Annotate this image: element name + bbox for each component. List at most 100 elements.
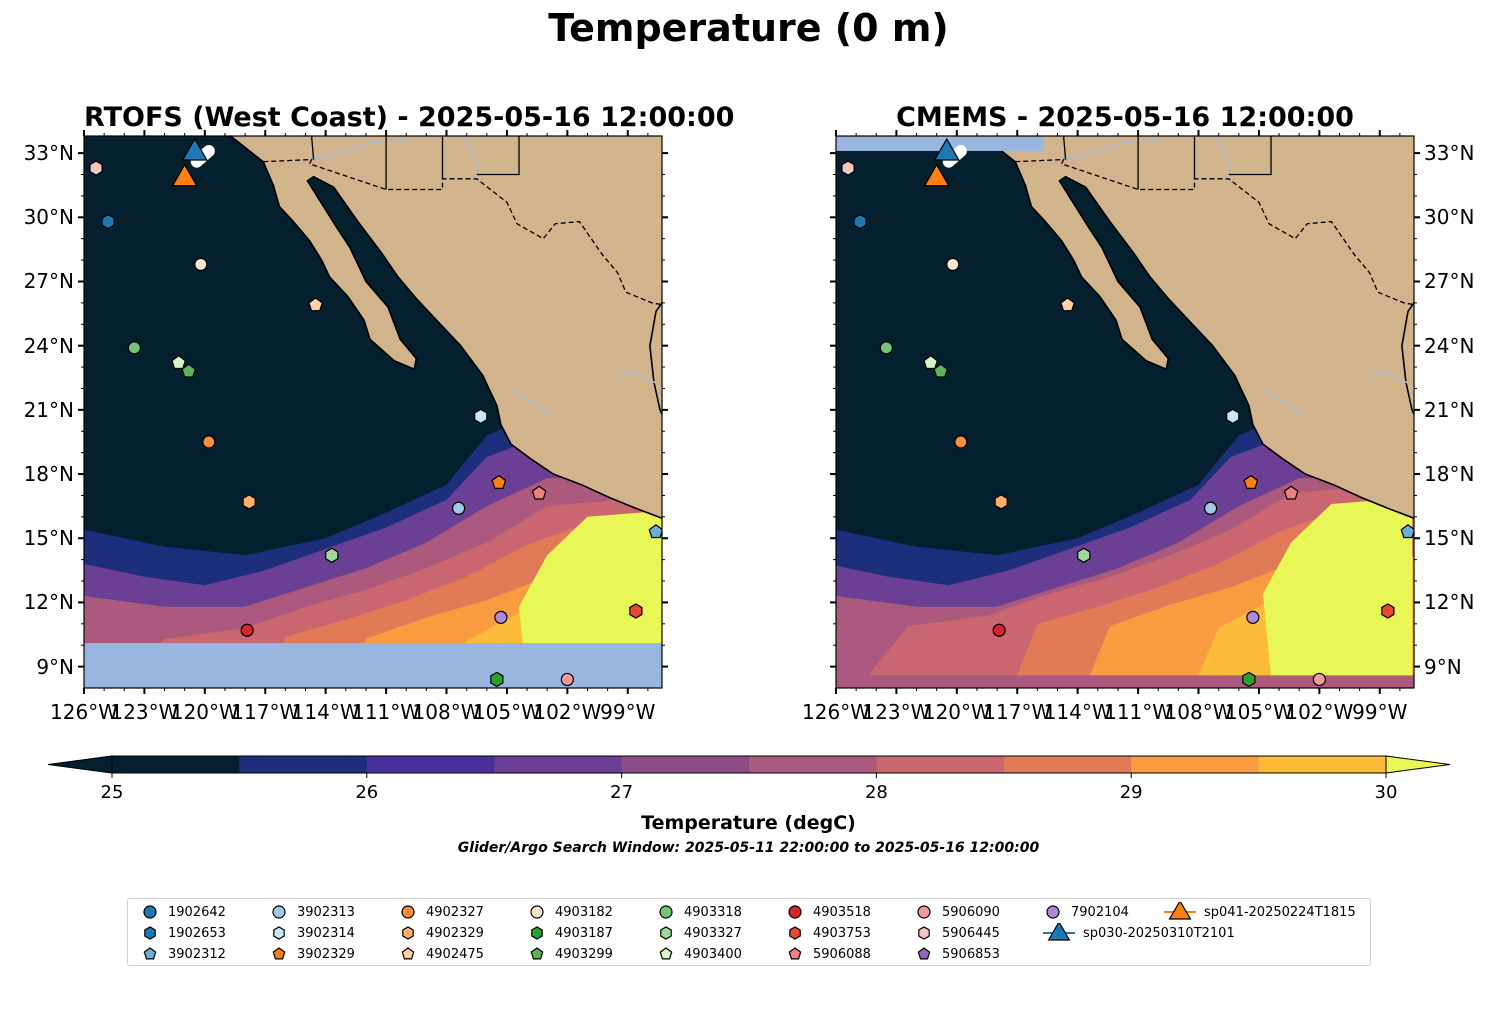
colorbar-label: Temperature (degC): [641, 812, 856, 834]
legend-marker-pentagon-icon: [917, 947, 931, 960]
legend-item: 3902329: [267, 944, 355, 964]
legend-marker: [917, 905, 931, 919]
legend-item: 5906090: [912, 902, 1000, 922]
legend-item: 4903327: [654, 923, 742, 943]
marker-4903187-0: [490, 671, 504, 688]
marker-sp041-20250224T1815-0: [171, 163, 198, 187]
colorbar-over-arrow: [1385, 755, 1451, 774]
legend-marker-circle-icon: [788, 905, 802, 919]
legend-marker-hexagon-icon: [144, 926, 156, 940]
legend-marker: [143, 947, 157, 960]
legend-item: sp030-20250310T2101: [1041, 923, 1235, 943]
legend-label: 4903182: [555, 904, 613, 920]
lon-tick-label: 99°W: [600, 700, 656, 724]
legend-marker-triangle-icon: [1043, 923, 1075, 941]
legend-marker-circle-icon: [659, 905, 673, 919]
lat-tick-label: 33°N: [1424, 141, 1475, 166]
lon-tick-label: 102°W: [1285, 700, 1354, 724]
legend-label: sp041-20250224T1815: [1204, 904, 1356, 920]
legend-marker-pentagon-icon: [659, 947, 673, 960]
legend-item: 4903400: [654, 944, 742, 964]
lat-tick-label: 27°N: [23, 269, 74, 294]
map-field-0: [84, 136, 662, 688]
lon-tick-label: 117°W: [983, 700, 1052, 724]
lat-tick-label: 9°N: [36, 654, 74, 679]
marker-4903400-0: [171, 355, 187, 370]
lat-tick-label: 30°N: [1424, 205, 1475, 230]
lon-tick-label: 114°W: [1043, 700, 1112, 724]
marker-5906088-0: [531, 485, 547, 500]
lon-tick-label: 111°W: [352, 700, 421, 724]
legend-marker-circle-icon: [401, 905, 415, 919]
legend-marker: [401, 947, 415, 960]
lon-tick-label: 108°W: [1164, 700, 1233, 724]
legend-label: 4903518: [813, 904, 871, 920]
legend-item: 4903187: [525, 923, 613, 943]
figure-title: Temperature (0 m): [548, 6, 949, 50]
legend-marker: [531, 926, 543, 940]
marker-3902313-0: [451, 501, 466, 515]
legend-label: 1902642: [168, 904, 226, 920]
colorbar-segment: [1131, 756, 1260, 773]
legend-marker: [1046, 905, 1060, 919]
legend-marker-circle-icon: [143, 905, 157, 919]
lon-tick-label: 126°W: [50, 700, 118, 724]
legend-item: sp041-20250224T1815: [1162, 902, 1356, 922]
legend-item: 4903753: [783, 923, 871, 943]
lon-tick-label: 111°W: [1104, 700, 1173, 724]
legend-label: sp030-20250310T2101: [1083, 925, 1235, 941]
colorbar-segment: [494, 756, 623, 773]
marker-7902104-0: [494, 610, 508, 624]
legend-label: 4902327: [426, 904, 484, 920]
legend-item: 7902104: [1041, 902, 1129, 922]
lon-tick-label: 120°W: [922, 700, 991, 724]
legend-item: 1902653: [138, 923, 226, 943]
legend-marker: [144, 926, 156, 940]
legend-marker-circle-icon: [530, 905, 544, 919]
legend-item: 5906088: [783, 944, 871, 964]
legend-label: 4903400: [684, 946, 742, 962]
legend-marker-pentagon-icon: [530, 947, 544, 960]
legend-marker: [1047, 923, 1071, 941]
marker-4902475-0: [308, 297, 324, 312]
legend-marker-hexagon-icon: [660, 926, 672, 940]
marker-4902327-0: [202, 435, 216, 449]
colorbar-tick-label: 25: [100, 782, 124, 803]
legend-marker-hexagon-icon: [531, 926, 543, 940]
lon-tick-label: 105°W: [472, 700, 541, 724]
legend-label: 5906445: [942, 925, 1000, 941]
legend-marker: [917, 947, 931, 960]
legend-label: 3902312: [168, 946, 226, 962]
legend-label: 5906088: [813, 946, 871, 962]
legend-item: 4903182: [525, 902, 613, 922]
legend-label: 4903753: [813, 925, 871, 941]
search-window-text: Glider/Argo Search Window: 2025-05-11 22…: [457, 840, 1040, 856]
marker-1902653-0: [101, 213, 115, 230]
lat-tick-label: 15°N: [1424, 526, 1475, 551]
marker-4902329-0: [242, 494, 256, 510]
lat-tick-label: 18°N: [1424, 462, 1475, 487]
axis-labels: 9°N 12°N 15°N 18°N 21°N 24°N 27°N 30°N 33°N 126°W…: [23, 141, 1475, 724]
legend-item: 1902642: [138, 902, 226, 922]
legend-item: 5906853: [912, 944, 1000, 964]
lat-tick-label: 27°N: [1424, 269, 1475, 294]
legend-marker: [789, 926, 801, 940]
colorbar: [47, 755, 1451, 778]
legend-marker: [660, 926, 672, 940]
lat-tick-label: 30°N: [23, 205, 74, 230]
legend-label: 5906090: [942, 904, 1000, 920]
panel-title-cmems: CMEMS - 2025-05-16 12:00:00: [896, 102, 1354, 133]
legend-marker: [402, 926, 414, 940]
colorbar-tick-label: 27: [610, 782, 634, 803]
legend: 1902642 1902653 3902312 3902313 3902314 39023…: [127, 898, 1371, 966]
legend-label: 4903299: [555, 946, 613, 962]
lat-tick-label: 15°N: [23, 526, 74, 551]
colorbar-ticks: 25 26 27 28 29 30: [0, 782, 1497, 808]
legend-marker-triangle-icon: [1164, 902, 1196, 920]
colorbar-under-arrow: [47, 755, 113, 774]
legend-marker: [143, 905, 157, 919]
lat-tick-label: 21°N: [1424, 397, 1475, 422]
lat-tick-label: 24°N: [23, 333, 74, 358]
lon-tick-label: 99°W: [1352, 700, 1408, 724]
lon-tick-label: 123°W: [110, 700, 179, 724]
